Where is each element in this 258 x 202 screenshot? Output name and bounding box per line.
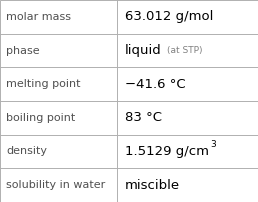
Text: density: density — [6, 146, 47, 157]
Text: molar mass: molar mass — [6, 12, 71, 22]
Text: 63.012 g/mol: 63.012 g/mol — [125, 10, 214, 23]
Text: (at STP): (at STP) — [166, 46, 202, 55]
Text: −41.6 °C: −41.6 °C — [125, 78, 186, 91]
Text: solubility in water: solubility in water — [6, 180, 106, 190]
Text: miscible: miscible — [125, 179, 180, 192]
Text: 83 °C: 83 °C — [125, 111, 162, 124]
Text: phase: phase — [6, 45, 40, 56]
Text: 3: 3 — [210, 140, 216, 149]
Text: 1.5129 g/cm: 1.5129 g/cm — [125, 145, 209, 158]
Text: liquid: liquid — [125, 44, 162, 57]
Text: melting point: melting point — [6, 79, 81, 89]
Text: boiling point: boiling point — [6, 113, 76, 123]
